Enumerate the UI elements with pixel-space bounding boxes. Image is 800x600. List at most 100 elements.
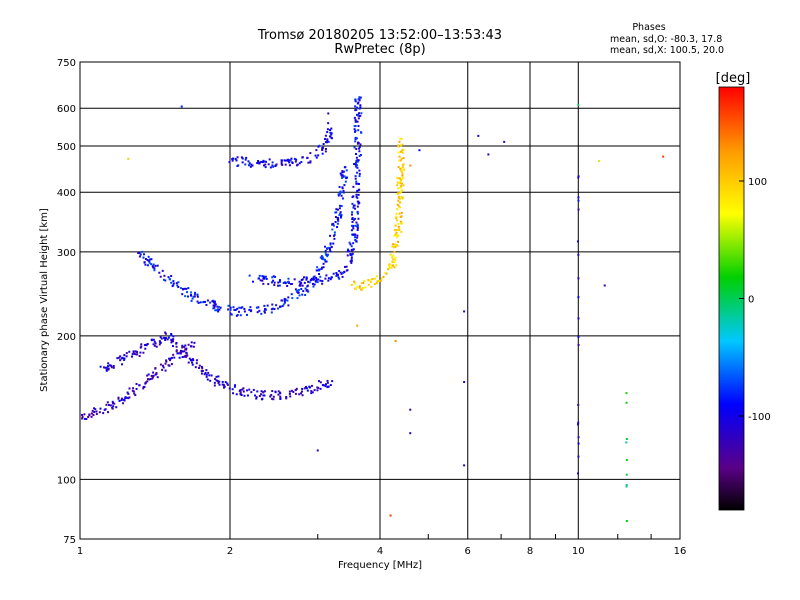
data-point xyxy=(148,378,151,381)
data-point xyxy=(284,282,287,285)
data-point xyxy=(391,256,394,259)
data-point xyxy=(396,236,399,239)
data-point xyxy=(222,384,225,387)
data-point xyxy=(263,390,266,393)
data-point xyxy=(356,229,359,232)
data-point xyxy=(278,391,281,394)
data-point xyxy=(190,291,193,294)
data-point xyxy=(625,441,628,444)
data-point xyxy=(320,255,323,258)
data-point xyxy=(148,261,151,264)
data-point xyxy=(132,387,135,390)
colorbar-tick-label: 0 xyxy=(748,295,754,306)
data-point xyxy=(309,279,312,282)
data-point xyxy=(356,212,359,215)
data-point xyxy=(348,250,351,253)
data-point xyxy=(232,306,235,309)
data-point xyxy=(104,408,107,411)
data-point xyxy=(351,196,354,199)
data-point xyxy=(339,172,342,175)
data-point xyxy=(398,201,401,204)
data-point xyxy=(156,264,159,267)
data-point xyxy=(216,305,219,308)
data-point xyxy=(397,226,400,229)
data-point xyxy=(321,280,324,283)
data-point xyxy=(397,222,400,225)
data-point xyxy=(264,308,267,311)
data-point xyxy=(321,148,324,151)
data-point xyxy=(340,205,343,208)
data-point xyxy=(231,159,234,162)
data-point xyxy=(213,302,216,305)
data-point xyxy=(310,384,313,387)
data-point xyxy=(180,105,183,108)
data-point xyxy=(257,306,260,309)
data-point xyxy=(398,177,401,180)
data-point xyxy=(170,281,173,284)
data-point xyxy=(356,285,359,288)
data-point xyxy=(241,161,244,164)
data-point xyxy=(134,350,137,353)
data-point xyxy=(330,137,333,140)
data-point xyxy=(99,365,102,368)
data-point xyxy=(167,364,170,367)
data-point xyxy=(358,146,361,149)
data-point xyxy=(355,180,358,183)
data-point xyxy=(263,164,266,167)
data-point xyxy=(248,308,251,311)
data-point xyxy=(356,120,359,123)
data-point xyxy=(354,136,357,139)
data-point xyxy=(316,266,319,269)
data-point xyxy=(229,312,232,315)
data-point xyxy=(401,196,404,199)
data-point xyxy=(400,167,403,170)
data-point xyxy=(266,304,269,307)
data-point xyxy=(248,162,251,165)
data-point xyxy=(170,341,173,344)
data-point xyxy=(111,407,114,410)
data-point xyxy=(350,229,353,232)
data-point xyxy=(395,234,398,237)
colorbar-tick-label: -100 xyxy=(748,412,771,423)
y-tick-label: 75 xyxy=(63,535,76,546)
data-point xyxy=(400,185,403,188)
data-point xyxy=(312,276,315,279)
data-point xyxy=(270,311,273,314)
data-point xyxy=(354,217,357,220)
data-point xyxy=(271,164,274,167)
data-point xyxy=(398,197,401,200)
data-point xyxy=(109,404,112,407)
data-point xyxy=(211,300,214,303)
data-point xyxy=(158,343,161,346)
data-point xyxy=(359,143,362,146)
data-point xyxy=(327,277,330,280)
data-point xyxy=(355,156,358,159)
data-point xyxy=(200,372,203,375)
data-point xyxy=(293,278,296,281)
data-point xyxy=(135,382,138,385)
data-point xyxy=(90,412,93,415)
data-point xyxy=(336,226,339,229)
data-point xyxy=(577,296,580,299)
data-point xyxy=(239,393,242,396)
data-point xyxy=(324,141,327,144)
data-point xyxy=(350,261,353,264)
data-point xyxy=(334,215,337,218)
data-point xyxy=(170,333,173,336)
data-point xyxy=(342,191,345,194)
data-point xyxy=(169,278,172,281)
data-point xyxy=(325,253,328,256)
data-point xyxy=(246,394,249,397)
data-point xyxy=(181,346,184,349)
data-point xyxy=(214,378,217,381)
data-point xyxy=(396,244,399,247)
data-point xyxy=(339,271,342,274)
data-point xyxy=(206,378,209,381)
y-tick-label: 200 xyxy=(57,332,76,343)
data-point xyxy=(395,264,398,267)
data-point xyxy=(300,160,303,163)
data-point xyxy=(400,144,403,147)
data-point xyxy=(88,414,91,417)
data-point xyxy=(177,285,180,288)
data-point xyxy=(119,359,122,362)
